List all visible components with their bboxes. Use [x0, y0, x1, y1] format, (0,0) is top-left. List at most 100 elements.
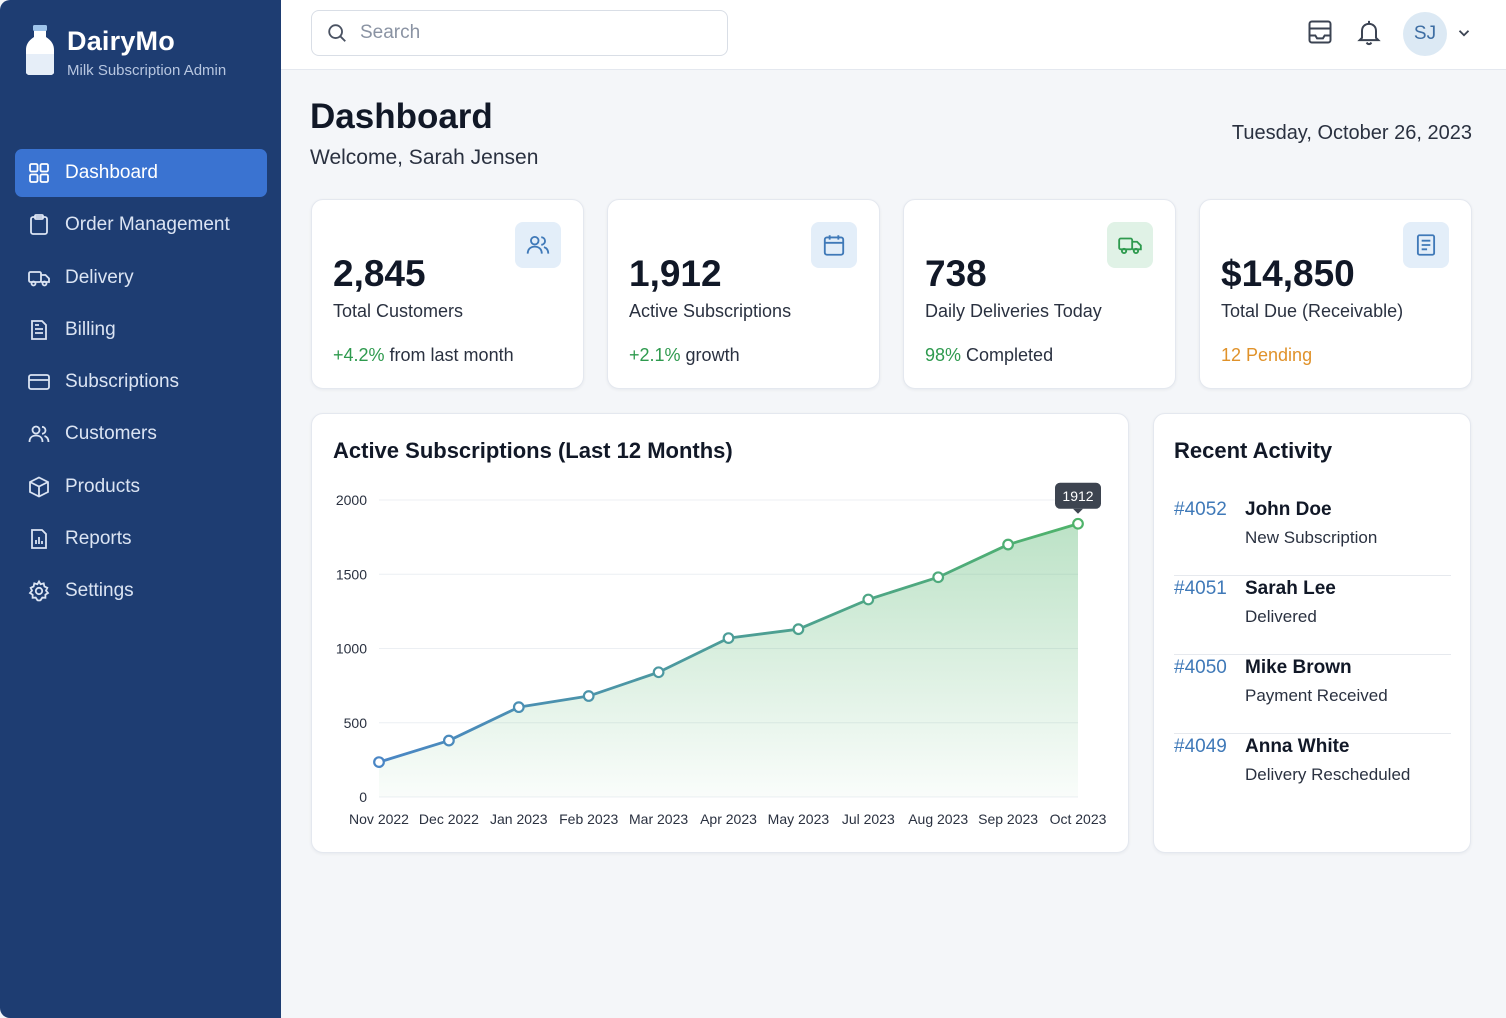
data-point — [373, 756, 385, 769]
sidebar-item-reports[interactable]: Reports — [15, 515, 267, 563]
stat-label: Total Customers — [333, 301, 464, 321]
data-point — [512, 701, 525, 714]
y-tick-label: 1000 — [336, 641, 367, 657]
stat-change: +2.1% — [629, 345, 681, 365]
stat-footnote: +4.2% from last month — [333, 345, 514, 366]
sidebar-nav: Dashboard Order Management Delivery Bill… — [15, 149, 267, 620]
stat-label: Total Due (Receivable) — [1221, 301, 1404, 321]
stat-value: 738 — [925, 253, 987, 294]
sidebar-item-label: Subscriptions — [65, 371, 180, 393]
sidebar-item-settings[interactable]: Settings — [15, 567, 267, 615]
page-title: Dashboard — [310, 97, 493, 136]
x-tick-label: Oct 2023 — [1050, 811, 1107, 827]
activity-item[interactable]: #4052 John Doe New Subscription — [1174, 497, 1451, 576]
topbar: SJ — [281, 0, 1506, 70]
activity-customer: Sarah Lee — [1245, 578, 1336, 599]
chevron-down-icon[interactable] — [1455, 24, 1473, 42]
tooltip-pointer — [1073, 508, 1083, 514]
bell-icon[interactable] — [1355, 18, 1383, 46]
activity-order-id[interactable]: #4052 — [1174, 499, 1227, 520]
activity-item[interactable]: #4050 Mike Brown Payment Received — [1174, 655, 1451, 734]
sidebar-item-label: Settings — [65, 580, 134, 602]
receipt-icon — [1416, 234, 1436, 256]
x-tick-label: Sep 2023 — [978, 811, 1038, 827]
stat-value: 1,912 — [629, 253, 722, 294]
activity-desc: Payment Received — [1245, 686, 1388, 705]
activity-item[interactable]: #4051 Sarah Lee Delivered — [1174, 576, 1451, 655]
truck-icon — [28, 270, 50, 286]
activity-title: Recent Activity — [1174, 438, 1333, 463]
chart-card: 0 500 1000 1500 2000 Nov 2022 Dec 2022 Jan 2023… — [311, 413, 1129, 853]
x-tick-label: Nov 2022 — [349, 811, 409, 827]
users-icon — [28, 426, 50, 443]
box-icon — [29, 476, 49, 498]
sidebar-item-label: Reports — [65, 528, 132, 550]
x-tick-label: Mar 2023 — [629, 811, 688, 827]
data-point — [582, 690, 595, 702]
stat-change: +4.2% — [333, 345, 385, 365]
data-point — [1002, 538, 1014, 551]
stat-icon-box — [811, 222, 857, 268]
y-tick-label: 1500 — [336, 566, 367, 582]
sidebar-item-customers[interactable]: Customers — [15, 410, 267, 458]
activity-customer: John Doe — [1245, 499, 1332, 520]
current-date: Tuesday, October 26, 2023 — [1231, 122, 1472, 144]
inbox-icon[interactable] — [1306, 18, 1334, 46]
sidebar: DairyMo Milk Subscription Admin Dashboar… — [0, 0, 281, 1018]
data-point — [722, 632, 735, 645]
activity-order-id[interactable]: #4051 — [1174, 578, 1227, 599]
truck-icon — [1118, 237, 1142, 255]
document-icon — [31, 319, 47, 340]
sidebar-item-subscriptions[interactable]: Subscriptions — [15, 358, 267, 406]
gear-icon — [28, 580, 50, 602]
stat-card-active-subscriptions[interactable]: 1,912 Active Subscriptions +2.1% growth — [607, 199, 880, 389]
stat-card-total-due[interactable]: $14,850 Total Due (Receivable) 12 Pendin… — [1199, 199, 1472, 389]
stat-label: Daily Deliveries Today — [925, 301, 1102, 321]
activity-list: #4052 John Doe New Subscription #4051 Sar… — [1174, 497, 1451, 813]
search-input[interactable] — [360, 22, 700, 44]
stat-footnote: 98% Completed — [925, 345, 1053, 366]
data-point — [862, 593, 875, 606]
stat-footnote-text: from last month — [384, 345, 514, 365]
stat-footnote-text: Completed — [961, 345, 1054, 365]
users-icon — [526, 235, 550, 254]
brand[interactable]: DairyMo Milk Subscription Admin — [24, 24, 226, 79]
line-chart: 0 500 1000 1500 2000 Nov 2022 Dec 2022 Jan 2023… — [336, 482, 1107, 827]
sidebar-item-label: Delivery — [65, 266, 134, 288]
area-fill — [379, 523, 1078, 797]
stat-pending: 12 Pending — [1221, 345, 1313, 365]
sidebar-item-label: Billing — [65, 318, 116, 340]
x-tick-label: Aug 2023 — [908, 811, 968, 827]
sidebar-item-delivery[interactable]: Delivery — [15, 254, 267, 302]
milk-bottle-icon — [26, 25, 54, 75]
activity-customer: Mike Brown — [1245, 657, 1352, 678]
stat-value: 2,845 — [333, 253, 426, 294]
activity-desc: Delivery Rescheduled — [1245, 765, 1411, 784]
sidebar-item-dashboard[interactable]: Dashboard — [15, 149, 267, 197]
activity-desc: New Subscription — [1245, 528, 1378, 547]
activity-order-id[interactable]: #4049 — [1174, 736, 1227, 757]
sidebar-item-label: Dashboard — [65, 162, 158, 183]
data-point — [1072, 517, 1084, 530]
sidebar-item-label: Products — [65, 475, 140, 497]
activity-order-id[interactable]: #4050 — [1174, 657, 1227, 678]
data-point — [932, 571, 945, 584]
data-point — [652, 666, 665, 679]
stat-card-total-customers[interactable]: 2,845 Total Customers +4.2% from last mo… — [311, 199, 584, 389]
stat-label: Active Subscriptions — [629, 301, 792, 321]
grid-icon — [29, 163, 49, 183]
stat-card-daily-deliveries[interactable]: 738 Daily Deliveries Today 98% Completed — [903, 199, 1176, 389]
sidebar-item-products[interactable]: Products — [15, 463, 267, 511]
sidebar-item-order-management[interactable]: Order Management — [15, 201, 267, 249]
x-tick-label: May 2023 — [768, 811, 830, 827]
stat-footnote: 12 Pending — [1221, 345, 1312, 366]
avatar[interactable]: SJ — [1403, 12, 1447, 56]
activity-customer: Anna White — [1245, 736, 1350, 757]
chart-title: Active Subscriptions (Last 12 Months) — [333, 438, 733, 463]
x-tick-label: Jan 2023 — [490, 811, 548, 827]
app-subtitle: Milk Subscription Admin — [67, 62, 227, 79]
activity-item[interactable]: #4049 Anna White Delivery Rescheduled — [1174, 734, 1451, 813]
sidebar-item-billing[interactable]: Billing — [15, 306, 267, 354]
y-tick-label: 2000 — [336, 492, 367, 508]
search-box[interactable] — [311, 10, 728, 56]
